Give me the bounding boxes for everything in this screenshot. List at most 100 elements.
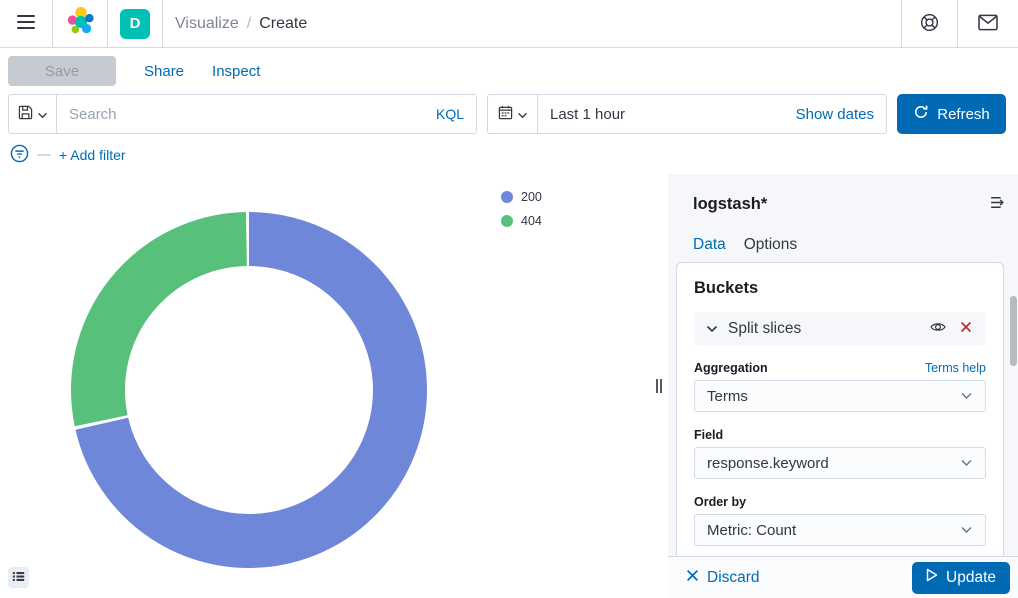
refresh-button-label: Refresh <box>937 105 990 123</box>
discard-label: Discard <box>707 568 760 586</box>
refresh-button[interactable]: Refresh <box>897 94 1006 134</box>
update-label: Update <box>946 568 996 586</box>
time-picker-group: Last 1 hour Show dates <box>487 94 887 134</box>
nav-divider <box>52 0 53 47</box>
search-bar-group: KQL <box>8 94 477 134</box>
nav-divider <box>107 0 108 47</box>
visualization-area: 200 404 <box>0 174 650 598</box>
chevron-down-icon <box>960 387 973 405</box>
vis-editor-sidebar: logstash* Data Options Buckets <box>668 174 1018 598</box>
refresh-icon <box>913 104 929 124</box>
query-language-switcher[interactable]: KQL <box>435 106 464 122</box>
close-x-icon <box>686 569 699 587</box>
save-button[interactable]: Save <box>8 56 116 86</box>
buckets-title: Buckets <box>694 279 759 297</box>
filter-bar: + Add filter <box>0 136 1018 174</box>
chevron-down-icon <box>960 521 973 539</box>
chevron-down-icon <box>37 107 48 122</box>
field-select[interactable]: response.keyword <box>694 447 986 479</box>
hamburger-menu-button[interactable] <box>12 10 40 37</box>
breadcrumb-visualize-link[interactable]: Visualize <box>175 14 239 32</box>
chevron-down-icon <box>706 320 718 338</box>
legend-label: 200 <box>521 190 542 204</box>
list-icon <box>12 570 25 586</box>
sidebar-scrollbar-thumb[interactable] <box>1010 296 1017 366</box>
donut-slice-404[interactable] <box>71 212 427 568</box>
search-field-wrap: KQL <box>57 95 476 133</box>
nav-divider <box>162 0 163 47</box>
eye-icon <box>930 321 946 336</box>
mail-envelope-icon <box>978 14 998 34</box>
aggregation-label: Aggregation <box>694 361 768 375</box>
query-bar: KQL Last 1 hour Show dates Refresh <box>0 94 1018 136</box>
add-filter-button[interactable]: + Add filter <box>59 147 126 163</box>
field-value: response.keyword <box>707 454 829 472</box>
tab-data[interactable]: Data <box>693 236 726 265</box>
chevron-down-icon <box>960 454 973 472</box>
main-content: 200 404 logstash* <box>0 174 1018 598</box>
nav-divider <box>901 0 902 47</box>
save-floppy-icon <box>18 105 33 123</box>
help-button[interactable] <box>916 9 943 39</box>
sidebar-action-bar: Discard Update <box>668 556 1018 598</box>
discard-button[interactable]: Discard <box>686 569 760 587</box>
chart-legend: 200 404 <box>501 190 542 228</box>
aggregation-value: Terms <box>707 387 748 405</box>
order-by-select[interactable]: Metric: Count <box>694 514 986 546</box>
remove-bucket-button[interactable] <box>958 319 974 338</box>
saved-query-menu-button[interactable] <box>9 95 57 133</box>
hamburger-icon <box>16 14 36 33</box>
split-slices-label: Split slices <box>728 319 802 337</box>
editor-toolbar: Save Share Inspect <box>0 48 1018 94</box>
space-avatar[interactable]: D <box>120 8 150 39</box>
panel-resizer-handle[interactable] <box>650 174 668 598</box>
order-by-value: Metric: Count <box>707 521 797 539</box>
legend-dot-404 <box>501 215 513 227</box>
resizer-grip-icon <box>656 379 662 393</box>
lifebuoy-help-icon <box>920 13 939 35</box>
play-icon <box>926 568 938 587</box>
show-dates-button[interactable]: Show dates <box>795 105 874 123</box>
inspect-button[interactable]: Inspect <box>212 62 261 80</box>
date-quick-menu-button[interactable] <box>488 95 538 133</box>
time-range-wrap: Last 1 hour Show dates <box>538 95 886 133</box>
donut-chart[interactable] <box>69 210 429 570</box>
index-pattern-title: logstash* <box>693 194 768 213</box>
sidebar-tabs: Data Options <box>693 236 1010 265</box>
menu-right-icon <box>989 194 1006 214</box>
split-slices-accordion[interactable]: Split slices <box>694 312 986 345</box>
update-button[interactable]: Update <box>912 561 1010 594</box>
newsfeed-button[interactable] <box>974 10 1002 38</box>
filter-circle-icon <box>10 144 29 166</box>
chevron-down-icon <box>517 107 528 122</box>
legend-toggle-button[interactable] <box>8 567 29 588</box>
top-nav: D Visualize / Create <box>0 0 1018 48</box>
elastic-logo-icon <box>65 6 95 41</box>
breadcrumb-current: Create <box>259 14 308 32</box>
time-range-value[interactable]: Last 1 hour <box>550 105 626 123</box>
legend-dot-200 <box>501 191 513 203</box>
legend-item-200[interactable]: 200 <box>501 190 542 204</box>
nav-divider <box>957 0 958 47</box>
tab-options[interactable]: Options <box>744 236 797 265</box>
order-by-label: Order by <box>694 495 747 509</box>
sidebar-header: logstash* Data Options <box>668 174 1018 265</box>
toggle-visibility-button[interactable] <box>928 319 948 338</box>
search-input[interactable] <box>69 105 428 123</box>
aggregation-select[interactable]: Terms <box>694 380 986 412</box>
buckets-panel: Buckets Split slices <box>676 262 1004 556</box>
field-label: Field <box>694 428 724 442</box>
calendar-icon <box>498 105 513 123</box>
close-x-icon <box>960 321 972 336</box>
terms-help-link[interactable]: Terms help <box>924 361 986 375</box>
share-button[interactable]: Share <box>144 62 185 80</box>
donut-slice-200[interactable] <box>71 212 427 568</box>
breadcrumb: Visualize / Create <box>175 15 307 33</box>
legend-item-404[interactable]: 404 <box>501 214 542 228</box>
collapse-sidebar-button[interactable] <box>985 190 1010 218</box>
legend-label: 404 <box>521 214 542 228</box>
pinned-filter-divider <box>37 154 51 156</box>
filter-options-button[interactable] <box>8 142 31 168</box>
breadcrumb-separator: / <box>246 14 252 32</box>
